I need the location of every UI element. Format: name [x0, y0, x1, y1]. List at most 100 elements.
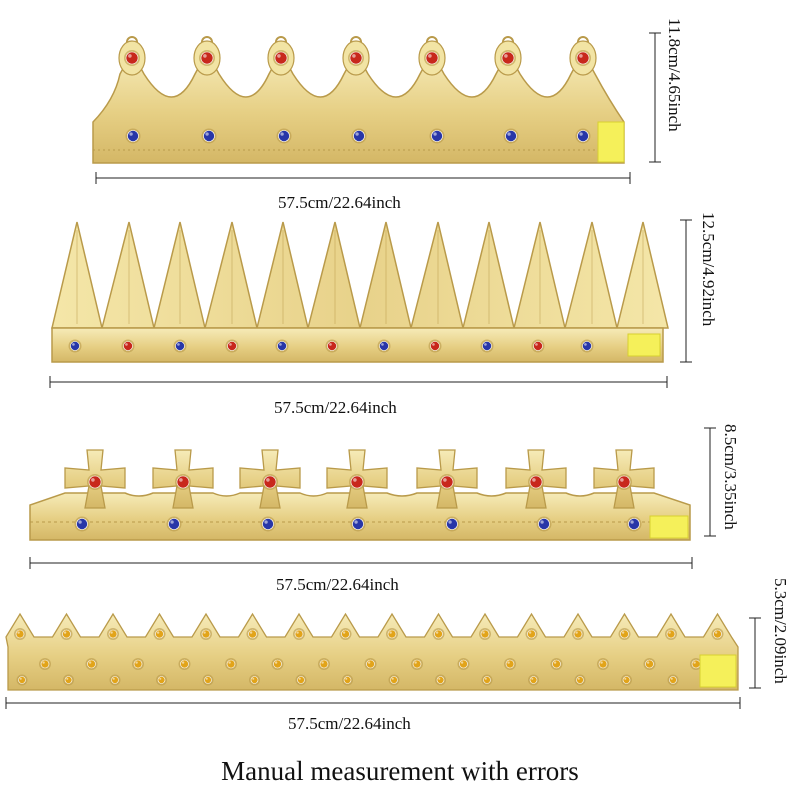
gold-gem-icon-shine	[66, 677, 69, 680]
blue-gem-icon	[352, 518, 364, 530]
red-gem-icon	[349, 51, 363, 65]
blue-gem-icon-shine	[264, 520, 268, 524]
gold-gem-icon	[412, 659, 422, 669]
alternating-blue-red-gem-icon-shine	[329, 343, 332, 346]
blue-gem-icon-shine	[540, 520, 544, 524]
gold-gem-icon-shine	[646, 661, 650, 664]
gold-gem-icon-shine	[159, 677, 162, 680]
gold-gem-icon	[248, 629, 257, 639]
gold-gem-icon-shine	[435, 631, 439, 634]
blue-gem-icon-shine	[205, 132, 209, 136]
velcro-strap	[627, 333, 661, 357]
crown-small-points	[5, 612, 739, 691]
gold-gem-icon	[666, 629, 676, 639]
crown-1-height-label: 11.8cm/4.65inch	[665, 18, 684, 132]
gold-gem-icon	[343, 676, 352, 684]
red-gem-icon-shine	[620, 478, 624, 482]
gold-gem-icon-shine	[714, 631, 718, 634]
red-gem-icon	[88, 475, 102, 489]
crown-4-body	[5, 612, 739, 691]
blue-gem-icon-shine	[355, 132, 359, 136]
red-gem-icon-shine	[179, 478, 183, 482]
red-gem-icon	[501, 51, 515, 65]
alternating-blue-red-gem-icon	[379, 341, 389, 351]
gold-gem-icon-shine	[17, 631, 20, 634]
blue-gem-icon-shine	[579, 132, 583, 136]
gold-gem-icon	[133, 659, 143, 669]
gold-gem-icon	[573, 629, 583, 639]
blue-gem-icon-shine	[280, 132, 284, 136]
red-gem-icon	[274, 51, 288, 65]
gold-gem-icon-shine	[296, 631, 299, 634]
red-gem-icon	[425, 51, 439, 65]
blue-gem-icon-shine	[129, 132, 133, 136]
gold-gem-icon-shine	[600, 661, 603, 664]
velcro-strap	[699, 654, 737, 688]
gold-gem-icon	[40, 659, 50, 669]
gold-gem-icon-shine	[577, 677, 580, 680]
gold-gem-icon	[294, 629, 304, 639]
velcro-strap	[649, 515, 689, 539]
gold-gem-icon-shine	[63, 631, 67, 634]
measurement-disclaimer: Manual measurement with errors	[221, 756, 579, 786]
red-gem-icon-shine	[203, 54, 207, 58]
gold-gem-icon-shine	[274, 661, 278, 664]
gold-gem-icon	[273, 659, 282, 669]
red-gem-icon-shine	[579, 54, 583, 58]
gold-gem-icon-shine	[228, 661, 231, 664]
gold-gem-icon	[645, 659, 654, 669]
alternating-blue-red-gem-icon	[430, 341, 440, 351]
gold-gem-icon-shine	[298, 677, 301, 680]
alternating-blue-red-gem-icon	[70, 341, 80, 351]
red-gem-icon	[617, 475, 631, 489]
alternating-blue-red-gem-icon-shine	[584, 343, 587, 346]
gold-gem-icon-shine	[252, 677, 255, 680]
alternating-blue-red-gem-icon	[582, 341, 592, 351]
alternating-blue-red-gem-icon-shine	[484, 343, 487, 346]
gold-gem-icon	[387, 629, 397, 639]
gold-gem-icon-shine	[482, 631, 485, 634]
gold-gem-icon	[180, 659, 189, 669]
red-gem-icon-shine	[277, 54, 281, 58]
alternating-blue-red-gem-icon	[327, 341, 337, 351]
crown-2-height-label: 12.5cm/4.92inch	[699, 212, 718, 327]
crown-spikes	[51, 221, 669, 363]
gold-gem-icon	[480, 629, 490, 639]
red-gem-icon-shine	[352, 54, 356, 58]
gold-gem-icon-shine	[19, 677, 22, 680]
crown-arch-points	[92, 36, 625, 164]
gold-gem-icon-shine	[203, 631, 206, 634]
gold-gem-icon	[483, 676, 491, 684]
gold-gem-icon-shine	[670, 677, 673, 680]
alternating-blue-red-gem-icon	[175, 341, 185, 351]
gold-gem-icon	[691, 659, 701, 669]
gold-gem-icon-shine	[668, 631, 671, 634]
gold-gem-icon	[366, 659, 375, 669]
gold-gem-icon-shine	[88, 661, 92, 664]
alternating-blue-red-gem-icon-shine	[381, 343, 384, 346]
gold-gem-icon	[341, 629, 350, 639]
velcro-strap	[597, 121, 625, 163]
blue-gem-icon	[168, 518, 180, 530]
gold-gem-icon-shine	[460, 661, 464, 664]
red-gem-icon	[200, 51, 214, 65]
red-gem-icon	[529, 475, 543, 489]
dimension-lines	[5, 32, 761, 709]
blue-gem-icon	[431, 130, 443, 142]
gold-gem-icon	[15, 629, 25, 639]
red-gem-icon-shine	[266, 478, 270, 482]
blue-gem-icon	[505, 130, 517, 142]
red-gem-icon	[263, 475, 277, 489]
blue-gem-icon	[577, 130, 589, 142]
blue-gem-icon	[203, 130, 215, 142]
gold-gem-icon	[622, 676, 631, 684]
blue-gem-icon-shine	[507, 132, 511, 136]
gold-gem-icon	[598, 659, 608, 669]
gold-gem-icon-shine	[342, 631, 346, 634]
gold-gem-icon-shine	[624, 677, 627, 680]
gold-gem-icon	[297, 676, 305, 684]
crown-2-spikes	[51, 221, 669, 329]
crown-1-width-label: 57.5cm/22.64inch	[278, 193, 401, 212]
